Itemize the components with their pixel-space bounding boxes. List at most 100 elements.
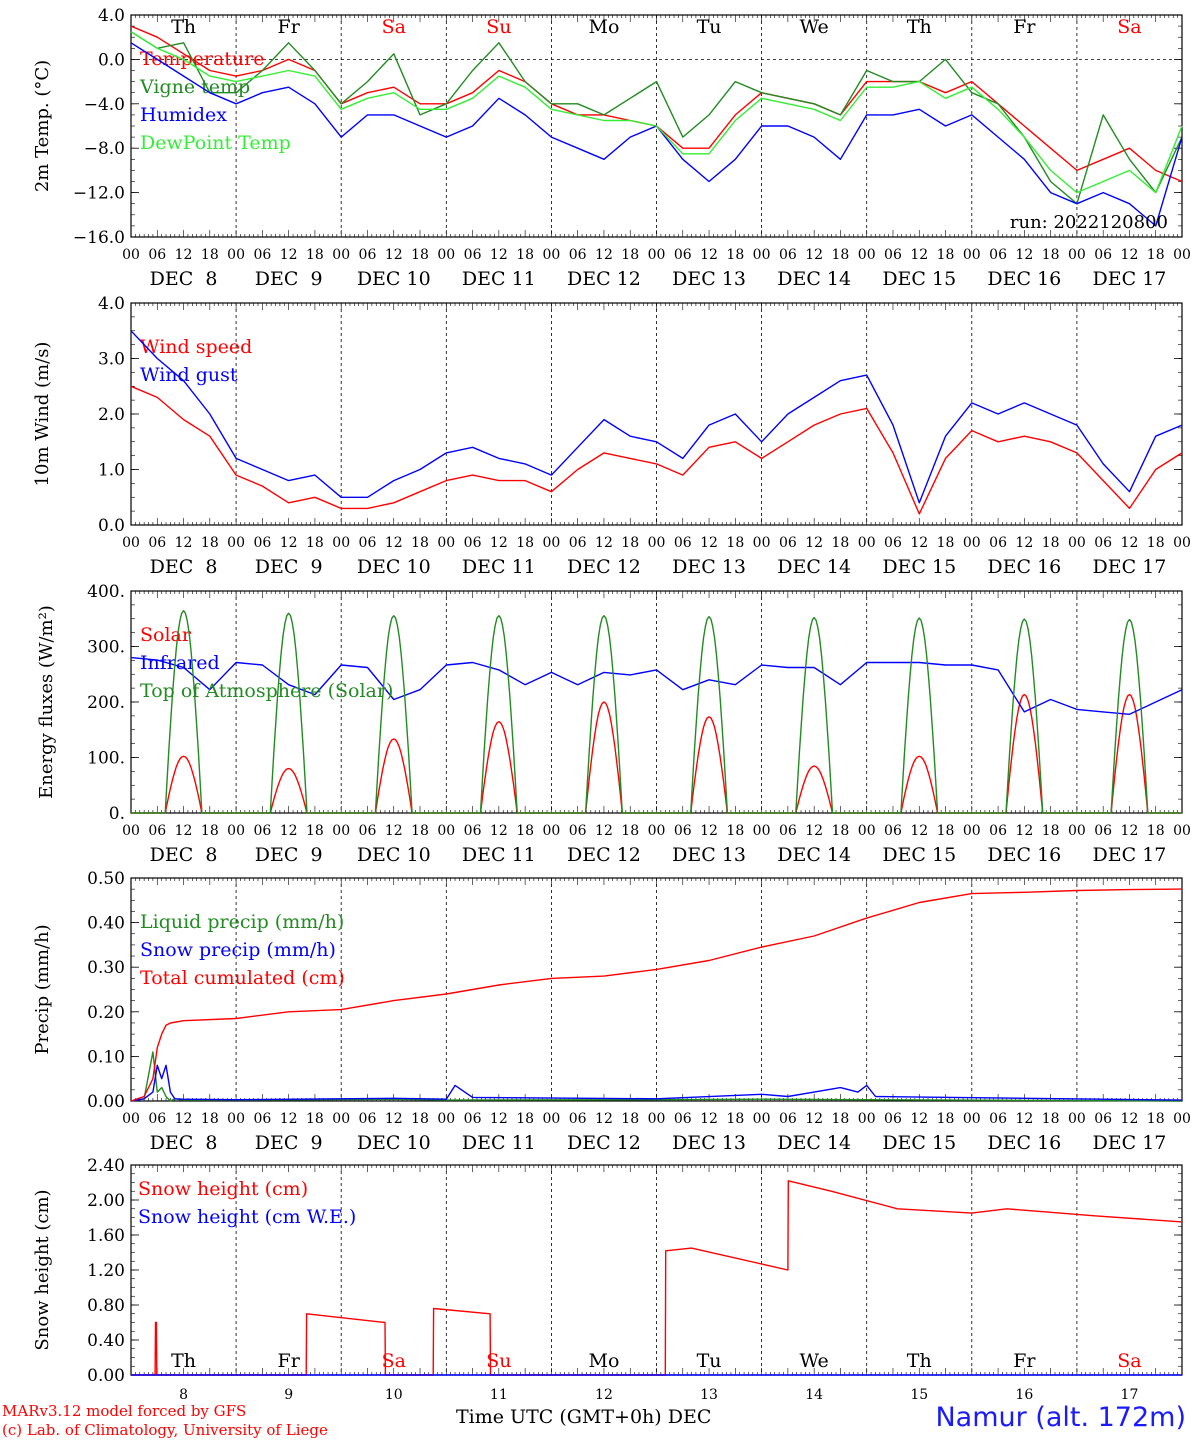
hour-tick-label: 18 (411, 1111, 429, 1127)
hour-tick-label: 06 (359, 535, 377, 551)
y-tick-label: 2.40 (87, 1156, 125, 1176)
hour-tick-label: 06 (884, 535, 902, 551)
legend-entry: Solar (140, 624, 192, 646)
date-label: DEC 8 (150, 1132, 218, 1154)
y-tick-label: −12.0 (73, 184, 125, 204)
y-axis-title: Precip (mm/h) (32, 924, 53, 1054)
series-line-green (130, 31, 1183, 205)
y-tick-label: 0.10 (87, 1047, 125, 1067)
hour-tick-label: 06 (989, 1111, 1007, 1127)
day-of-week-label: Su (486, 1350, 511, 1372)
hour-tick-label: 18 (832, 1111, 850, 1127)
hour-tick-label: 12 (175, 1111, 193, 1127)
date-label: DEC 13 (672, 268, 746, 290)
date-label: DEC 14 (777, 556, 851, 578)
hour-tick-label: 06 (674, 823, 692, 839)
series-line-lightgreen (130, 31, 1183, 194)
hour-tick-label: 12 (490, 1111, 508, 1127)
y-tick-label: 400. (87, 582, 125, 602)
lab-credit: (c) Lab. of Climatology, University of L… (2, 1421, 328, 1439)
hour-tick-label: 12 (1121, 1111, 1139, 1127)
hour-tick-label: 12 (385, 535, 403, 551)
y-tick-label: −4.0 (84, 95, 125, 115)
hour-tick-label: 00 (858, 247, 876, 263)
date-label: DEC 17 (1093, 556, 1167, 578)
legend-entry: Wind speed (140, 336, 252, 358)
date-label: DEC 15 (882, 268, 956, 290)
hour-tick-label: 12 (280, 823, 298, 839)
hour-tick-label: 00 (1173, 247, 1191, 263)
date-label: DEC 15 (882, 1132, 956, 1154)
date-label: DEC 8 (150, 844, 218, 866)
hour-tick-label: 00 (122, 1111, 140, 1127)
hour-tick-label: 00 (332, 1111, 350, 1127)
hour-tick-label: 18 (1147, 1111, 1165, 1127)
y-tick-label: 100. (87, 749, 125, 769)
hour-tick-label: 18 (1042, 535, 1060, 551)
hour-tick-label: 06 (1094, 823, 1112, 839)
hour-tick-label: 18 (201, 1111, 219, 1127)
day-of-week-label: Sa (382, 1350, 406, 1372)
hour-tick-label: 00 (227, 823, 245, 839)
hour-tick-label: 18 (937, 535, 955, 551)
hour-tick-label: 12 (700, 247, 718, 263)
hour-tick-label: 00 (227, 247, 245, 263)
y-tick-label: 0.00 (87, 1366, 125, 1386)
hour-tick-label: 06 (569, 247, 587, 263)
hour-tick-label: 00 (227, 1111, 245, 1127)
hour-tick-label: 00 (437, 1111, 455, 1127)
hour-tick-label: 06 (253, 1111, 271, 1127)
date-label: DEC 13 (672, 556, 746, 578)
legend-entry: DewPoint Temp (140, 132, 291, 154)
hour-tick-label: 00 (122, 247, 140, 263)
hour-tick-label: 18 (726, 247, 744, 263)
hour-tick-label: 06 (148, 247, 166, 263)
y-axis-title: Snow height (cm) (32, 1189, 53, 1350)
y-tick-label: 0.40 (87, 914, 125, 934)
hour-tick-label: 18 (937, 247, 955, 263)
hour-tick-label: 12 (595, 1111, 613, 1127)
hour-tick-label: 00 (858, 535, 876, 551)
series-line-blue (130, 1064, 1183, 1102)
hour-tick-label: 00 (1173, 535, 1191, 551)
hour-tick-label: 06 (884, 823, 902, 839)
hour-tick-label: 18 (621, 247, 639, 263)
hour-tick-label: 18 (726, 535, 744, 551)
date-label: DEC 16 (987, 1132, 1061, 1154)
hour-tick-label: 06 (569, 535, 587, 551)
date-label: DEC 14 (777, 1132, 851, 1154)
hour-tick-label: 06 (569, 823, 587, 839)
series-line-blue (130, 330, 1183, 504)
date-label: DEC 12 (567, 268, 641, 290)
hour-tick-label: 18 (726, 1111, 744, 1127)
hour-tick-label: 06 (148, 535, 166, 551)
hour-tick-label: 18 (621, 823, 639, 839)
date-label: DEC 10 (357, 268, 431, 290)
legend-entry: Total cumulated (cm) (140, 967, 345, 989)
date-label: DEC 8 (150, 268, 218, 290)
hour-tick-label: 00 (1068, 535, 1086, 551)
date-label: DEC 8 (150, 556, 218, 578)
hour-tick-label: 18 (1147, 535, 1165, 551)
hour-tick-label: 06 (1094, 535, 1112, 551)
hour-tick-label: 12 (1015, 1111, 1033, 1127)
date-label: DEC 14 (777, 844, 851, 866)
date-label: DEC 11 (462, 1132, 536, 1154)
day-of-week-label: Fr (278, 16, 301, 38)
hour-tick-label: 06 (148, 1111, 166, 1127)
y-tick-label: 0.40 (87, 1331, 125, 1351)
hour-tick-label: 12 (910, 535, 928, 551)
hour-tick-label: 00 (858, 1111, 876, 1127)
day-of-week-label: Mo (588, 16, 619, 38)
legend-entry: Liquid precip (mm/h) (140, 911, 344, 933)
hour-tick-label: 00 (332, 823, 350, 839)
hour-tick-label: 12 (490, 535, 508, 551)
hour-tick-label: 12 (595, 535, 613, 551)
hour-tick-label: 18 (832, 535, 850, 551)
hour-tick-label: 06 (148, 823, 166, 839)
hour-tick-label: 06 (359, 823, 377, 839)
hour-tick-label: 00 (753, 823, 771, 839)
hour-tick-label: 18 (726, 823, 744, 839)
y-tick-label: 0.30 (87, 958, 125, 978)
day-of-week-label: Fr (278, 1350, 301, 1372)
